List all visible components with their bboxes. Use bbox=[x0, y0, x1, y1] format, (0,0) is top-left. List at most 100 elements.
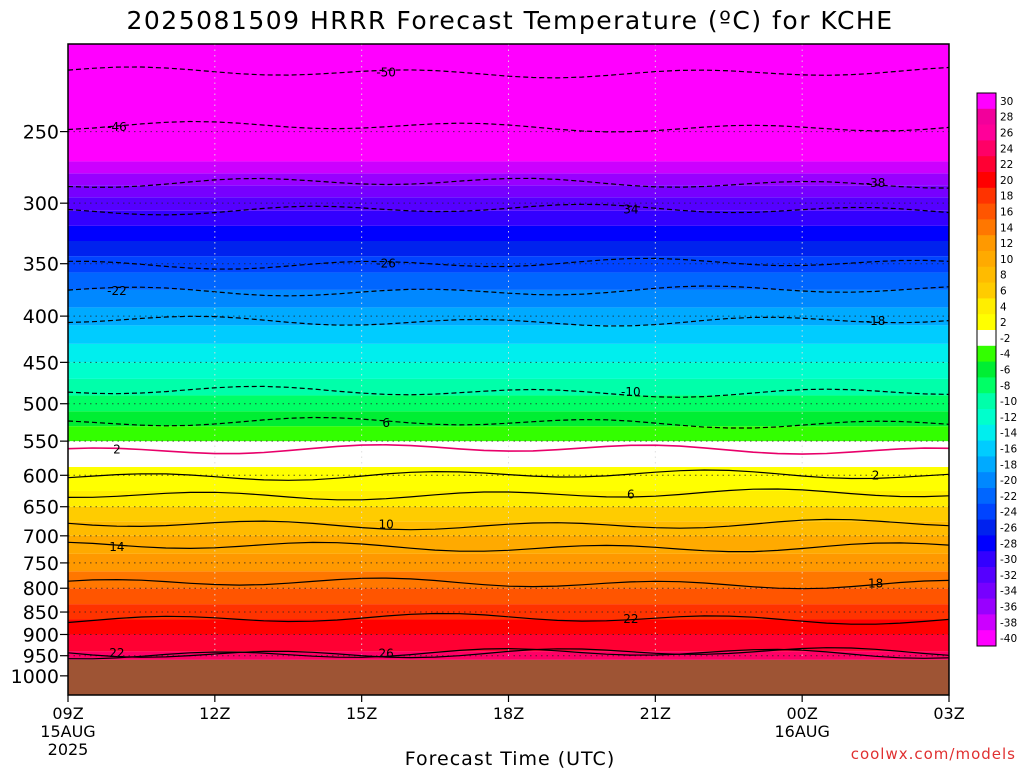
y-tick-label: 700 bbox=[23, 526, 59, 548]
x-tick-label: 2025 bbox=[48, 740, 89, 759]
y-tick-label: 350 bbox=[23, 254, 59, 276]
colorbar-label: -38 bbox=[1000, 617, 1017, 629]
colorbar-swatch bbox=[977, 314, 996, 331]
temperature-band bbox=[68, 571, 949, 589]
contour-line bbox=[68, 66, 949, 79]
contour-line bbox=[68, 577, 949, 590]
colorbar-label: -28 bbox=[1000, 538, 1017, 550]
colorbar-label: -36 bbox=[1000, 602, 1017, 614]
colorbar-label: -30 bbox=[1000, 554, 1017, 566]
temperature-band bbox=[68, 289, 949, 308]
contour-label: -18 bbox=[866, 314, 886, 328]
y-tick-label: 900 bbox=[23, 624, 59, 646]
contour-line bbox=[68, 488, 949, 501]
contour-label: 18 bbox=[868, 576, 883, 590]
colorbar-label: -6 bbox=[1000, 365, 1011, 377]
temperature-band bbox=[68, 634, 949, 652]
contour-line bbox=[68, 541, 949, 553]
colorbar-label: 2 bbox=[1000, 317, 1007, 329]
colorbar-swatch bbox=[977, 219, 996, 236]
colorbar-swatch bbox=[977, 140, 996, 157]
credit-text: coolwx.com/models bbox=[851, 745, 1016, 763]
colorbar-swatch bbox=[977, 551, 996, 568]
temperature-band bbox=[68, 506, 949, 522]
colorbar-label: 28 bbox=[1000, 112, 1013, 124]
contour-line bbox=[68, 443, 949, 455]
y-tick-label: 300 bbox=[23, 193, 59, 215]
contour-line bbox=[68, 120, 949, 133]
contour-line bbox=[68, 385, 949, 398]
contour-line bbox=[68, 315, 949, 327]
colorbar-label: -34 bbox=[1000, 586, 1017, 598]
colorbar-swatch bbox=[977, 393, 996, 410]
colorbar-swatch bbox=[977, 266, 996, 283]
colorbar-label: -24 bbox=[1000, 507, 1017, 519]
colorbar-label: -12 bbox=[1000, 412, 1017, 424]
contour-line bbox=[68, 177, 949, 189]
colorbar-swatch bbox=[977, 156, 996, 173]
contour-label: -10 bbox=[621, 385, 641, 399]
contour-line bbox=[68, 518, 949, 531]
temperature-band bbox=[68, 426, 949, 442]
colorbar-swatch bbox=[977, 503, 996, 520]
y-axis: 2503003504004505005506006507007508008509… bbox=[11, 122, 68, 688]
temperature-band bbox=[68, 362, 949, 379]
contour-label: -26 bbox=[376, 257, 396, 271]
colorbar-label: 8 bbox=[1000, 270, 1007, 282]
contour-line bbox=[68, 285, 949, 297]
contour-label: 2 bbox=[113, 443, 121, 457]
x-tick-label: 03Z bbox=[933, 704, 964, 723]
colorbar-label: 30 bbox=[1000, 96, 1013, 108]
colorbar-label: -22 bbox=[1000, 491, 1017, 503]
contour-line bbox=[68, 203, 949, 216]
colorbar-swatch bbox=[977, 630, 996, 647]
contour-label: 14 bbox=[109, 540, 124, 554]
temperature-band bbox=[68, 378, 949, 396]
surface-fill bbox=[68, 659, 949, 695]
colorbar-swatch bbox=[977, 298, 996, 315]
contour-label: 10 bbox=[378, 517, 393, 531]
contour-line bbox=[68, 612, 949, 625]
x-tick-label: 00Z bbox=[787, 704, 818, 723]
colorbar-swatch bbox=[977, 488, 996, 505]
contour-label: 26 bbox=[378, 647, 393, 661]
x-axis-label: Forecast Time (UTC) bbox=[405, 748, 615, 768]
y-tick-label: 750 bbox=[23, 553, 59, 575]
colorbar: 30 28 26 24 22 20 18 16 14 12 10 8 6 4 2 -2 -4 -6 -8 -10 -12… bbox=[976, 92, 1017, 647]
temperature-band bbox=[68, 588, 949, 605]
colorbar-label: 18 bbox=[1000, 191, 1013, 203]
colorbar-label: 26 bbox=[1000, 128, 1014, 140]
colorbar-swatch bbox=[977, 235, 996, 252]
temperature-band bbox=[68, 44, 949, 162]
colorbar-swatch bbox=[977, 108, 996, 125]
contour-label: -46 bbox=[107, 120, 127, 134]
y-tick-label: 550 bbox=[23, 431, 59, 453]
colorbar-swatch bbox=[977, 124, 996, 141]
y-tick-label: 400 bbox=[23, 306, 59, 328]
temperature-band bbox=[68, 325, 949, 344]
colorbar-label: 6 bbox=[1000, 286, 1007, 298]
colorbar-label: 4 bbox=[1000, 301, 1007, 313]
x-tick-label: 15AUG bbox=[40, 722, 95, 741]
y-tick-label: 950 bbox=[23, 646, 59, 668]
colorbar-label: 10 bbox=[1000, 254, 1013, 266]
colorbar-swatch bbox=[977, 440, 996, 457]
colorbar-label: -10 bbox=[1000, 396, 1017, 408]
temperature-band bbox=[68, 161, 949, 174]
colorbar-swatch bbox=[977, 251, 996, 268]
y-tick-label: 800 bbox=[23, 578, 59, 600]
colorbar-label: -40 bbox=[1000, 633, 1017, 645]
colorbar-swatch bbox=[977, 456, 996, 473]
colorbar-label: -2 bbox=[1000, 333, 1010, 345]
colorbar-swatch bbox=[977, 282, 996, 299]
contour-line bbox=[68, 647, 949, 660]
contour-label: 34 bbox=[623, 203, 638, 217]
colorbar-label: -18 bbox=[1000, 459, 1017, 471]
y-tick-label: 450 bbox=[23, 352, 59, 374]
colorbar-label: 14 bbox=[1000, 222, 1014, 234]
colorbar-swatch bbox=[977, 472, 996, 489]
colorbar-swatch bbox=[977, 409, 996, 426]
colorbar-swatch bbox=[977, 330, 996, 347]
